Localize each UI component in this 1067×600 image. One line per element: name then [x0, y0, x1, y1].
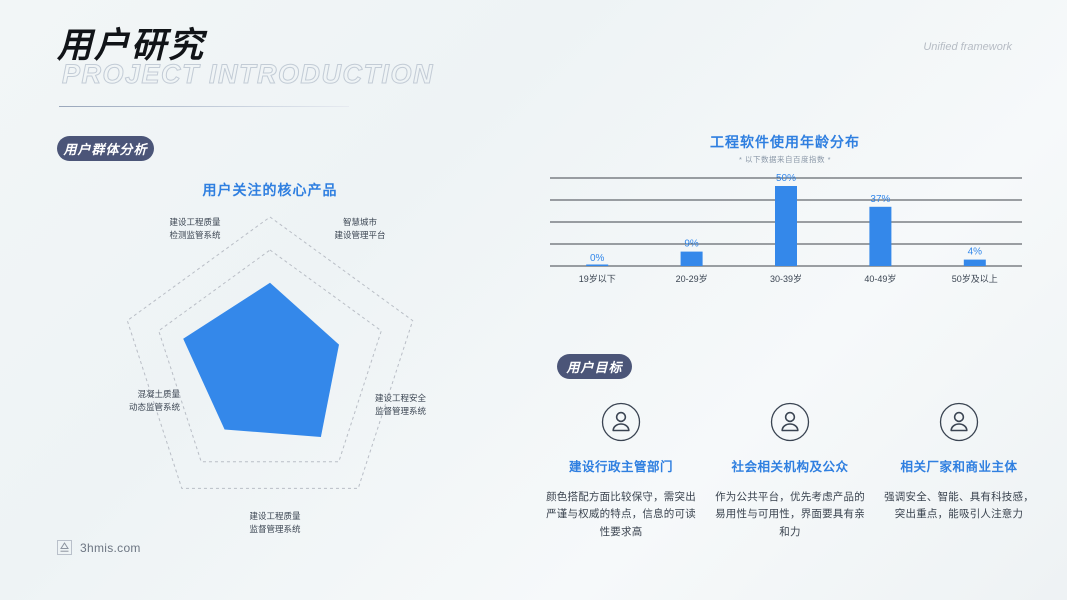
radar-chart-title: 用户关注的核心产品 — [202, 182, 338, 198]
site-mark-icon — [57, 540, 72, 555]
radar-ring — [158, 249, 382, 463]
radar-chart-svg — [126, 216, 414, 489]
bar-chart-panel: 工程软件使用年龄分布 * 以下数据来自百度指数 * 0% 9% 50% 37% 4% 1… — [540, 132, 1030, 312]
section-badge-group-analysis: 用户群体分析 — [57, 136, 154, 161]
persona-description: 作为公共平台，优先考虑产品的易用性与可用性，界面要具有亲和力 — [715, 491, 865, 538]
persona-name: 相关厂家和商业主体 — [900, 460, 1018, 474]
page-title: 用户研究 — [57, 26, 206, 65]
radar-chart-panel: 用户关注的核心产品 建设工程质量 检测监管系统 智慧城市 建设管理平台 建设工程安全… — [30, 180, 510, 540]
bar-category-label: 40-49岁 — [864, 273, 896, 284]
radar-axis-label-4: 混凝土质量 动态监管系统 — [128, 389, 180, 412]
section-badge-user-goal: 用户目标 — [557, 354, 632, 379]
persona-name: 社会相关机构及公众 — [731, 460, 849, 474]
bar-chart-svg: 0% 9% 50% 37% 4% 19岁以下 20-29岁 30-39岁 40-49岁 50岁及… — [550, 173, 1022, 284]
bar — [680, 251, 703, 266]
page-title-english: PROJECT INTRODUCTION — [61, 59, 435, 90]
bar-value-label: 9% — [684, 239, 699, 250]
user-icon — [601, 402, 641, 442]
radar-series-polygon — [183, 282, 339, 437]
bar-chart-title: 工程软件使用年龄分布 — [710, 134, 860, 150]
user-icon — [939, 402, 979, 442]
persona-card: 相关厂家和商业主体 强调安全、智能、具有科技感，突出重点，能吸引人注意力 — [883, 402, 1035, 541]
radar-axis-label-3: 建设工程质量 监督管理系统 — [249, 511, 301, 534]
bar-value-label: 4% — [968, 247, 983, 258]
footer: 3hmis.com — [57, 540, 141, 555]
user-icon — [770, 402, 810, 442]
corner-note: Unified framework — [923, 41, 1012, 53]
radar-axis-label-1: 智慧城市 建设管理平台 — [334, 217, 386, 240]
persona-list: 建设行政主管部门 颜色搭配方面比较保守，需突出严谨与权威的特点，信息的可读性要求… — [545, 402, 1035, 541]
bar-category-label: 50岁及以上 — [952, 273, 998, 284]
footer-brand: 3hmis.com — [80, 540, 141, 555]
persona-card: 社会相关机构及公众 作为公共平台，优先考虑产品的易用性与可用性，界面要具有亲和力 — [714, 402, 866, 541]
bar — [586, 264, 609, 266]
radar-ring — [126, 216, 414, 489]
radar-axis-label-2: 建设工程安全 监督管理系统 — [375, 393, 427, 416]
page-header: 用户研究 PROJECT INTRODUCTION — [57, 28, 457, 118]
persona-description: 强调安全、智能、具有科技感，突出重点，能吸引人注意力 — [884, 491, 1034, 521]
bar — [869, 206, 892, 266]
radar-axis-label-0: 建设工程质量 检测监管系统 — [169, 217, 221, 240]
bar-value-label: 37% — [870, 194, 890, 205]
bar-value-label: 0% — [590, 253, 605, 264]
title-divider — [59, 106, 349, 107]
bar-category-label: 30-39岁 — [770, 273, 802, 284]
bar-value-label: 50% — [776, 173, 796, 184]
bar-chart-subtitle: * 以下数据来自百度指数 * — [738, 155, 831, 164]
persona-description: 颜色搭配方面比较保守，需突出严谨与权威的特点，信息的可读性要求高 — [546, 491, 696, 538]
bar — [775, 186, 797, 266]
bar-category-label: 20-29岁 — [676, 273, 708, 284]
persona-name: 建设行政主管部门 — [568, 460, 673, 474]
bar — [963, 259, 986, 266]
persona-card: 建设行政主管部门 颜色搭配方面比较保守，需突出严谨与权威的特点，信息的可读性要求… — [545, 402, 697, 541]
bar-category-label: 19岁以下 — [579, 273, 616, 284]
